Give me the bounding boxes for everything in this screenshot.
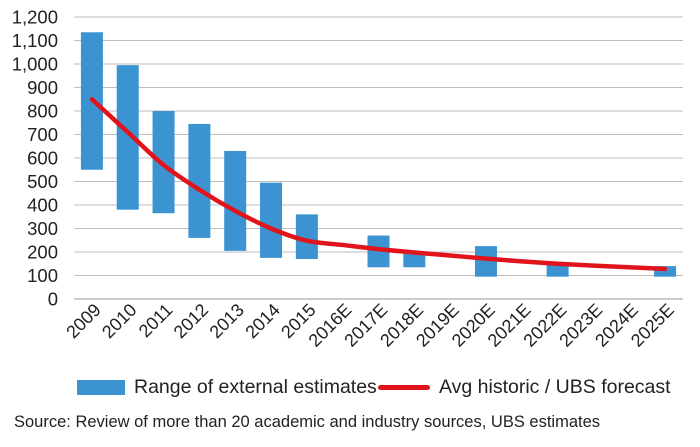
- y-tick-label: 500: [27, 171, 58, 192]
- x-tick-label: 2010: [98, 300, 140, 342]
- y-tick-label: 900: [27, 77, 58, 98]
- y-tick-label: 100: [27, 265, 58, 286]
- x-tick-label: 2013: [206, 300, 248, 342]
- y-tick-label: 0: [48, 289, 58, 310]
- x-tick-label: 2012: [170, 300, 212, 342]
- legend-label-range: Range of external estimates: [134, 375, 377, 398]
- range-bar: [116, 65, 139, 210]
- legend-swatch-bar: [77, 379, 125, 395]
- y-tick-label: 700: [27, 124, 58, 145]
- source-note: Source: Review of more than 20 academic …: [14, 413, 601, 431]
- legend: Range of external estimates Avg historic…: [0, 374, 700, 402]
- legend-label-forecast: Avg historic / UBS forecast: [439, 375, 671, 398]
- range-bar: [188, 123, 211, 238]
- y-tick-label: 1,100: [12, 30, 58, 51]
- x-tick-label: 2011: [135, 300, 177, 342]
- y-tick-label: 1,200: [12, 7, 58, 28]
- y-tick-label: 200: [27, 242, 58, 263]
- range-bar: [546, 264, 569, 277]
- x-tick-label: 2014: [241, 300, 283, 342]
- range-bars: [80, 32, 677, 277]
- legend-item-forecast: Avg historic / UBS forecast: [378, 374, 671, 400]
- range-bar: [224, 150, 247, 251]
- forecast-line-layer: [89, 97, 668, 272]
- y-tick-label: 800: [27, 101, 58, 122]
- range-bar: [474, 246, 497, 277]
- legend-swatch-line: [378, 384, 430, 390]
- range-bar: [403, 252, 426, 268]
- grid-lines: [74, 16, 683, 300]
- y-tick-label: 400: [27, 195, 58, 216]
- y-tick-label: 300: [27, 218, 58, 239]
- y-tick-label: 600: [27, 148, 58, 169]
- range-bar: [654, 266, 677, 277]
- x-axis-ticks: 20092010201120122013201420152016E2017E20…: [62, 300, 678, 351]
- range-bar: [152, 111, 175, 214]
- forecast-line: [89, 97, 668, 272]
- range-bar: [295, 214, 318, 260]
- legend-item-range: Range of external estimates: [77, 374, 377, 400]
- y-tick-label: 1,000: [12, 54, 58, 75]
- range-bar: [260, 182, 283, 258]
- x-tick-label: 2009: [62, 300, 104, 342]
